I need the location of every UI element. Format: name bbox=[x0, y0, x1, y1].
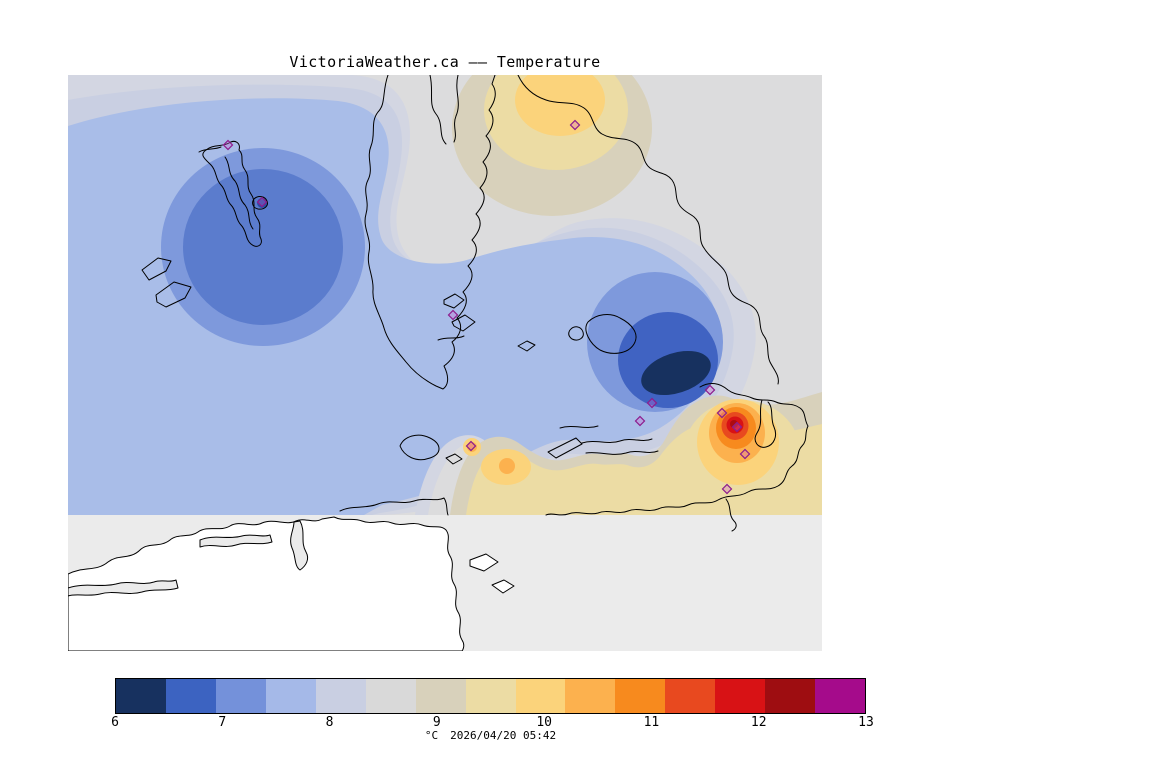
temperature-map-canvas bbox=[68, 75, 822, 651]
water-channel-2 bbox=[199, 534, 273, 548]
land-island-2 bbox=[491, 579, 515, 594]
colorbar-cell bbox=[315, 679, 366, 713]
cold-core bbox=[641, 350, 711, 396]
colorbar-cell bbox=[665, 679, 716, 713]
colorbar-cell bbox=[215, 679, 266, 713]
coast-islet-southwest bbox=[445, 453, 463, 465]
land-south-peninsula bbox=[68, 516, 465, 651]
station-marker bbox=[731, 421, 743, 433]
coast-islet-center-1 bbox=[443, 293, 465, 309]
coast-delta-channel-3 bbox=[559, 425, 599, 429]
colorbar-tick-label: 11 bbox=[643, 715, 660, 730]
unit-label: °C bbox=[424, 729, 439, 742]
contour-field bbox=[68, 75, 822, 515]
colorbar-cell bbox=[415, 679, 466, 713]
coast-islet-mid bbox=[568, 326, 584, 341]
coast-fjord-1 bbox=[429, 75, 447, 145]
colorbar-cell bbox=[765, 679, 816, 713]
coast-northwest-spit bbox=[198, 146, 222, 153]
timestamp-label: °C 2026/04/20 05:42 bbox=[115, 730, 866, 742]
station-marker bbox=[222, 139, 234, 151]
coast-mainland-northeast bbox=[517, 75, 779, 385]
colorbar-tick-label: 10 bbox=[536, 715, 552, 730]
colorbar-cell bbox=[515, 679, 566, 713]
water-channel-1 bbox=[68, 579, 179, 597]
coast-fjord-2 bbox=[453, 75, 459, 143]
colorbar-cell bbox=[365, 679, 416, 713]
colorbar bbox=[115, 678, 866, 714]
coast-islet-center-2 bbox=[451, 314, 476, 332]
coast-line-center bbox=[437, 335, 465, 341]
station-marker bbox=[447, 309, 459, 321]
coast-bay-inlet bbox=[754, 399, 777, 448]
station-marker bbox=[465, 440, 477, 452]
station-marker bbox=[704, 384, 716, 396]
colorbar-tick-label: 8 bbox=[325, 715, 334, 730]
coast-island-mid bbox=[585, 314, 637, 354]
water-channel-3 bbox=[290, 520, 309, 571]
coast-northwest-channel bbox=[224, 156, 254, 230]
station-marker bbox=[646, 397, 658, 409]
colorbar-tick-label: 9 bbox=[432, 715, 441, 730]
colorbar-cell bbox=[615, 679, 666, 713]
colorbar-cell bbox=[465, 679, 516, 713]
cool-blob-west bbox=[183, 169, 343, 325]
coastlines bbox=[141, 75, 809, 532]
colorbar-cell bbox=[165, 679, 216, 713]
colorbar-cell bbox=[815, 679, 866, 713]
station-markers bbox=[222, 119, 751, 495]
coast-islet-center-3 bbox=[517, 340, 536, 352]
coast-northwest-islet bbox=[252, 196, 268, 210]
colorbar-tick-label: 12 bbox=[750, 715, 767, 730]
coast-west-island-2 bbox=[155, 281, 192, 308]
warm-spot-south-central-core bbox=[499, 458, 515, 474]
coast-west-island-1 bbox=[141, 257, 172, 281]
coast-delta-channel-2 bbox=[585, 450, 659, 455]
station-marker bbox=[634, 415, 646, 427]
warm-blob-north bbox=[515, 75, 605, 136]
temperature-map bbox=[68, 75, 822, 651]
colorbar-tick-label: 6 bbox=[111, 715, 119, 730]
no-data-land bbox=[68, 516, 515, 651]
station-marker bbox=[569, 119, 581, 131]
coast-delta-spit bbox=[547, 437, 583, 459]
colorbar-ticks: 6 7 8 9 10 11 12 13 bbox=[111, 715, 874, 731]
coast-central-landmass bbox=[364, 75, 496, 390]
land-island-1 bbox=[469, 553, 499, 572]
colorbar-cell bbox=[116, 679, 166, 713]
datetime-label: 2026/04/20 05:42 bbox=[450, 729, 557, 742]
station-marker bbox=[716, 407, 728, 419]
colorbar-tick-label: 13 bbox=[858, 715, 874, 730]
coast-south-boundary bbox=[339, 497, 449, 516]
colorbar-cell bbox=[265, 679, 316, 713]
station-marker bbox=[256, 196, 268, 208]
colorbar-cell bbox=[715, 679, 766, 713]
colorbar-cell bbox=[565, 679, 616, 713]
coast-southeast-shore bbox=[545, 382, 809, 516]
coast-spit-south bbox=[725, 498, 737, 532]
coast-island-southwest bbox=[399, 434, 440, 461]
colorbar-tick-label: 7 bbox=[218, 715, 227, 730]
station-marker bbox=[721, 483, 733, 495]
station-marker bbox=[739, 448, 751, 460]
coast-delta-channel-1 bbox=[581, 438, 653, 444]
page-title: VictoriaWeather.ca –– Temperature bbox=[289, 53, 601, 71]
coast-northwest-island bbox=[202, 140, 262, 247]
hot-spot-center bbox=[730, 420, 738, 428]
